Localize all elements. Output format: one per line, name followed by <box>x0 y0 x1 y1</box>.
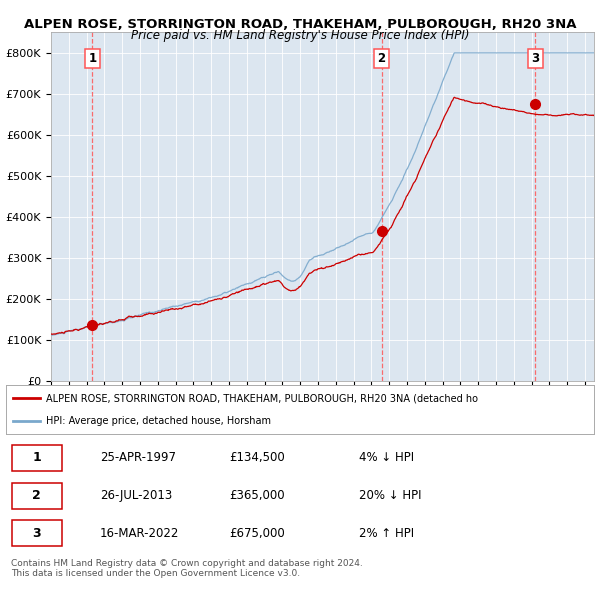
FancyBboxPatch shape <box>12 445 62 471</box>
Text: 1: 1 <box>88 52 97 65</box>
FancyBboxPatch shape <box>12 483 62 509</box>
Text: ALPEN ROSE, STORRINGTON ROAD, THAKEHAM, PULBOROUGH, RH20 3NA: ALPEN ROSE, STORRINGTON ROAD, THAKEHAM, … <box>24 18 576 31</box>
Text: ALPEN ROSE, STORRINGTON ROAD, THAKEHAM, PULBOROUGH, RH20 3NA (detached ho: ALPEN ROSE, STORRINGTON ROAD, THAKEHAM, … <box>46 394 478 404</box>
Text: 20% ↓ HPI: 20% ↓ HPI <box>359 489 421 502</box>
Text: Contains HM Land Registry data © Crown copyright and database right 2024.: Contains HM Land Registry data © Crown c… <box>11 559 362 568</box>
Text: This data is licensed under the Open Government Licence v3.0.: This data is licensed under the Open Gov… <box>11 569 300 578</box>
Text: 2% ↑ HPI: 2% ↑ HPI <box>359 527 414 540</box>
Text: 16-MAR-2022: 16-MAR-2022 <box>100 527 179 540</box>
Text: 4% ↓ HPI: 4% ↓ HPI <box>359 451 414 464</box>
Text: 1: 1 <box>32 451 41 464</box>
FancyBboxPatch shape <box>12 520 62 546</box>
Text: Price paid vs. HM Land Registry's House Price Index (HPI): Price paid vs. HM Land Registry's House … <box>131 30 469 42</box>
Text: £675,000: £675,000 <box>229 527 285 540</box>
Text: 3: 3 <box>32 527 41 540</box>
Text: 2: 2 <box>377 52 386 65</box>
Text: £134,500: £134,500 <box>229 451 285 464</box>
Text: 2: 2 <box>32 489 41 502</box>
Text: 3: 3 <box>532 52 539 65</box>
Text: 26-JUL-2013: 26-JUL-2013 <box>100 489 172 502</box>
Text: 25-APR-1997: 25-APR-1997 <box>100 451 176 464</box>
Text: £365,000: £365,000 <box>229 489 285 502</box>
Text: HPI: Average price, detached house, Horsham: HPI: Average price, detached house, Hors… <box>46 415 271 425</box>
